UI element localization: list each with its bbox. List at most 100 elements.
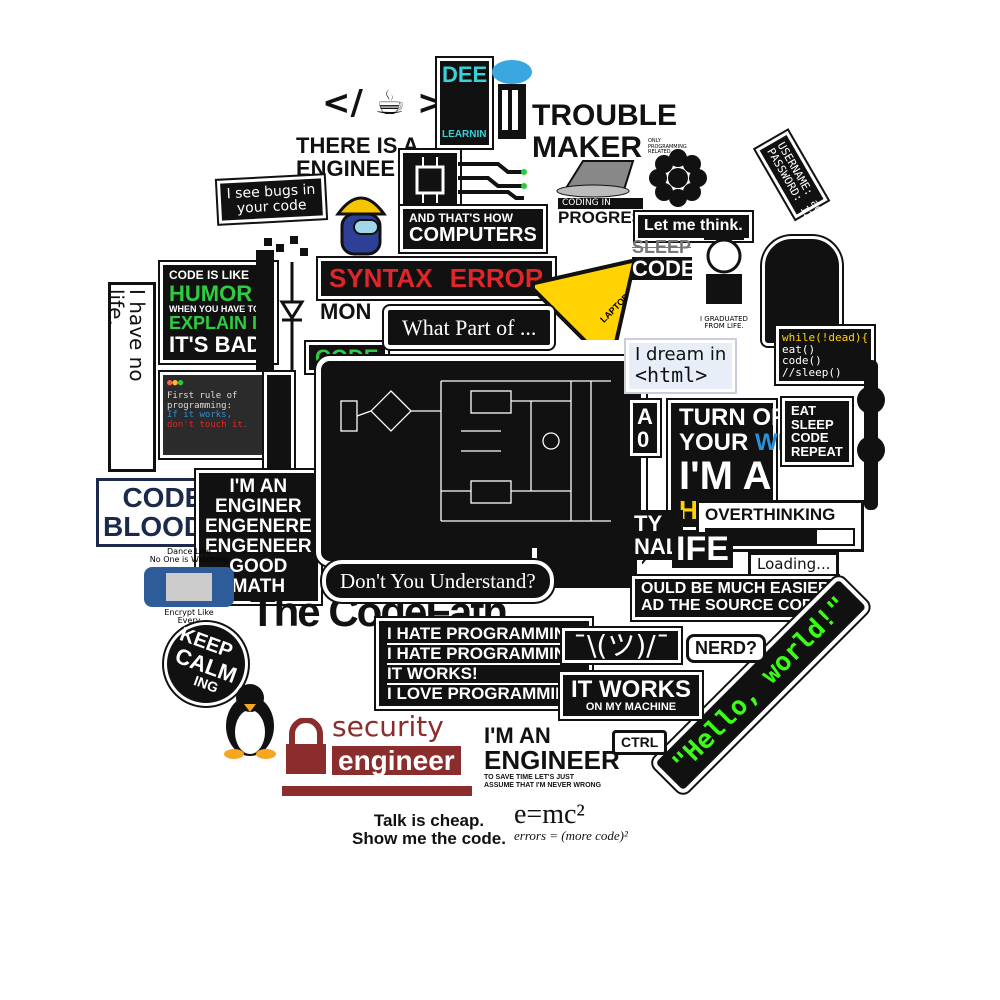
stack-line6: MATH (231, 575, 286, 597)
have-no-label: I have no (125, 289, 149, 382)
circuit-diagram (316, 356, 646, 566)
hate-line1: I HATE PROGRAMMING (387, 624, 581, 645)
ty-label: TY (634, 511, 663, 536)
hate-line2: I HATE PROGRAMMING (387, 643, 581, 665)
first-rule-line2: programming: (167, 400, 233, 411)
cloud-server-icon (490, 58, 534, 143)
your-label: YOUR (679, 429, 749, 457)
see-bugs-sticker: I see bugs in your code (216, 175, 326, 225)
errors-label: errors = (more code)² (514, 828, 628, 844)
dance-encrypt-sticker: Dance Like No One is Watching Encrypt Li… (134, 547, 244, 634)
emc-label: e=mc² (514, 799, 585, 830)
graduated-line2: FROM LIFE. (704, 322, 744, 331)
nal-label: NAL (634, 534, 680, 560)
python-logo-icon (846, 360, 896, 510)
ctrl-key-sticker: CTRL (612, 730, 668, 755)
first-rule-line4: don't touch it. (167, 419, 249, 430)
deep-label: DEE (442, 62, 488, 87)
when-you-have-to-label: WHEN YOU HAVE TO (169, 303, 261, 314)
engineer2-line3: TO SAVE TIME LET'S JUST (484, 774, 575, 782)
encrypt-line1: Encrypt Like (164, 607, 214, 617)
life-sticker: IFE (672, 531, 733, 568)
im-a-label: I'M A (679, 454, 772, 499)
window-dots-icon: ●●● (167, 378, 184, 388)
its-bad-label: IT'S BAD (169, 332, 263, 358)
vertical-text-strip (256, 250, 274, 370)
engineer2-line2: ENGINEER (484, 745, 620, 776)
it-works-sticker: IT WORKS ON MY MACHINE (560, 672, 702, 719)
mon-sticker: MON (320, 299, 372, 324)
shrug-sticker: ¯\(ツ)/¯ (562, 628, 681, 664)
what-part-sticker: What Part of ... (312, 298, 646, 618)
computers-sticker: AND THAT'S HOW COMPUTERS (400, 206, 546, 252)
trouble-label: TROUBLE (532, 99, 677, 132)
enginee-label: ENGINEE (296, 156, 396, 182)
graduated-line1: I GRADUATED (700, 315, 748, 323)
first-rule-line3: If it works, (167, 410, 233, 421)
stack-line4: ENGENEER (205, 535, 312, 557)
code2-label: CODE (791, 430, 829, 446)
security-underline (282, 786, 472, 796)
learning-label: LEARNIN (442, 129, 487, 141)
what-part-label: What Part of ... (384, 306, 555, 350)
security-engineer-sticker: security engineer (280, 712, 474, 802)
trouble-sub-label: ONLY PROGRAMMING RELATED (648, 138, 687, 155)
hate-line3: IT WORKS! (387, 664, 581, 685)
stack-line5: GOOD (229, 555, 288, 577)
laptop-warning-sticker: LAPTOP (524, 240, 655, 371)
repeat-label: REPEAT (791, 443, 843, 459)
first-rule-sticker: ●●● First rule of programming: If it wor… (160, 372, 270, 458)
error-label: ERROR (449, 263, 544, 293)
graduated-sticker: I GRADUATED FROM LIFE. (700, 315, 748, 331)
stack-line3: ENGENERE (205, 515, 312, 537)
sleep-line: //sleep() (782, 365, 842, 379)
life-label: life. (104, 289, 128, 326)
num-a-line2: 0 (637, 427, 650, 453)
trouble-maker-sticker: TROUBLE MAKER ONLY PROGRAMMING RELATED (532, 99, 687, 164)
laptop-cat-sticker (553, 153, 643, 198)
sleep2-label: SLEEP (791, 416, 834, 432)
circuit-lines-icon (458, 158, 528, 202)
dont-understand-label: Don't You Understand? (322, 560, 554, 603)
skeleton-graduate-icon (690, 228, 760, 308)
chip-icon (400, 150, 460, 210)
encrypt-line2: Every (177, 616, 201, 626)
code-tag-sticker: </ ☕ > (322, 83, 446, 123)
humor-label: HUMOR (169, 280, 253, 306)
bug-icon (262, 232, 312, 260)
maker-label: MAKER (532, 130, 642, 164)
sleep-label: SLEEP (632, 237, 692, 257)
while-line: while(!dead){ (782, 331, 869, 344)
sleep-code-sticker: SLEEP CODE (632, 237, 696, 280)
stack-line2: ENGINER (215, 495, 302, 517)
code-blooded-line1: CODE (122, 482, 204, 513)
among-us-engineer-icon (330, 180, 392, 260)
html-label: <html> (635, 362, 708, 387)
computers-label: COMPUTERS (409, 223, 537, 246)
explain-it-label: EXPLAIN IT (169, 313, 269, 334)
talk-cheap-sticker: Talk is cheap. Show me the code. (352, 812, 506, 848)
easier-line2: AD THE SOURCE CODE (641, 596, 825, 614)
stack-line1: I'M AN (229, 476, 288, 497)
loading-sticker: Loading... (748, 552, 840, 578)
im-an-engineer-sticker: I'M AN ENGINEER TO SAVE TIME LET'S JUST … (484, 724, 620, 789)
eat-line: eat() (782, 342, 816, 356)
dream-label: I dream in (635, 344, 727, 365)
it-works-label: IT WORKS (571, 676, 691, 703)
see-bugs-line2: your code (236, 196, 307, 217)
hate-programming-sticker: I HATE PROGRAMMING I HATE PROGRAMMING IT… (376, 618, 592, 710)
dance-line2: No One is Watching (149, 555, 229, 565)
talk-cheap-line1: Talk is cheap. (373, 811, 485, 830)
tux-penguin-icon (220, 680, 280, 760)
dance-line1: Dance Like (167, 547, 211, 556)
deep-learning-sticker: DEE LEARNIN (437, 58, 492, 148)
talk-cheap-line2: Show me the code. (352, 828, 506, 848)
engineer2-line4: ASSUME THAT I'M NEVER WRONG (484, 781, 602, 789)
overthinking-label: OVERTHINKING (705, 505, 836, 524)
laptop-person-icon (144, 566, 234, 607)
have-no-life-sticker: I have no life. (104, 282, 156, 472)
first-rule-line1: First rule of (167, 391, 238, 402)
there-is-label: THERE IS A (296, 133, 419, 158)
while-dead-sticker: while(!dead){ eat() code() //sleep() (776, 326, 875, 385)
nerd-sticker: NERD? (686, 634, 766, 663)
